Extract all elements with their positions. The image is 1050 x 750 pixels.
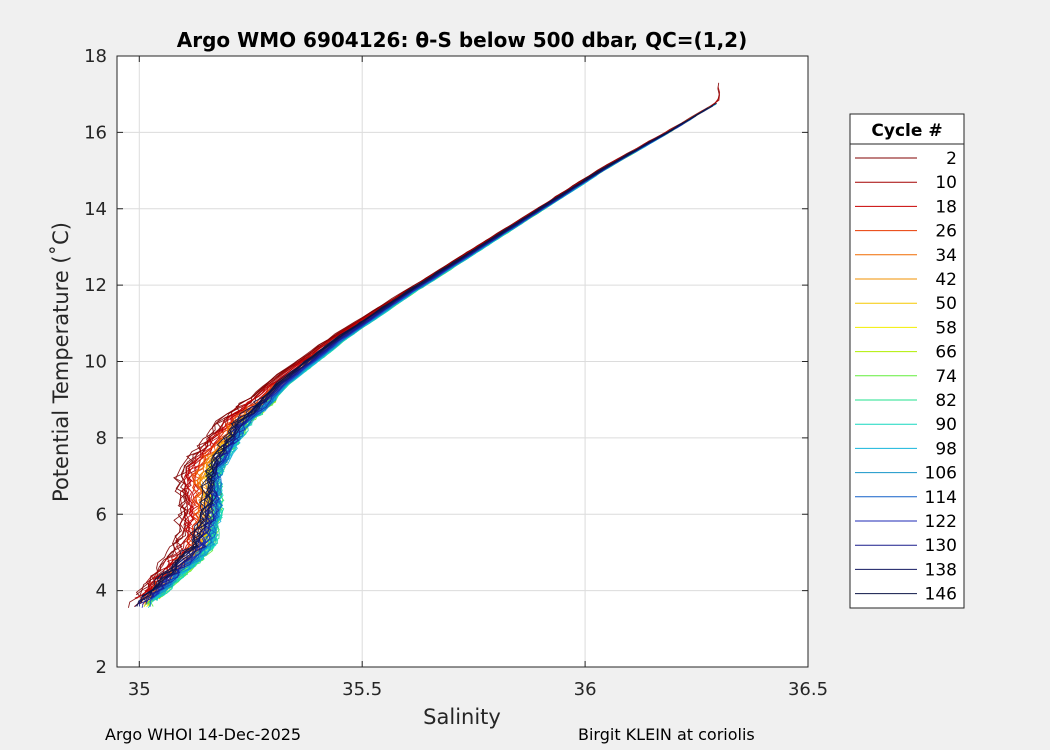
x-tick-label: 36.5	[788, 679, 828, 700]
y-tick-label: 18	[84, 46, 107, 67]
legend-items: 2 10 18 26 34 42 50 58 66 74 82 90 98 106 114 122 130 138…	[855, 149, 957, 605]
profile-line-cycle-146	[136, 107, 709, 607]
y-tick-label: 10	[84, 352, 107, 373]
y-tick-label: 6	[96, 504, 107, 525]
legend-label-114: 114	[925, 488, 957, 508]
legend-box	[849, 113, 965, 609]
x-axis-ticks: 35 35.5 36 36.5	[128, 56, 828, 700]
legend-label-146: 146	[925, 585, 957, 605]
legend-title: Cycle #	[871, 121, 942, 141]
x-axis-label: Salinity	[423, 705, 501, 729]
x-tick-label: 36	[574, 679, 597, 700]
legend-label-34: 34	[935, 246, 957, 266]
legend-label-90: 90	[935, 415, 957, 435]
legend-label-82: 82	[935, 391, 957, 411]
legend-label-42: 42	[935, 270, 957, 290]
legend-label-130: 130	[925, 536, 957, 556]
y-tick-label: 2	[96, 657, 107, 678]
footer-left: Argo WHOI 14-Dec-2025	[105, 725, 301, 744]
legend-label-66: 66	[935, 343, 957, 363]
legend-label-58: 58	[935, 318, 957, 338]
legend-label-138: 138	[925, 560, 957, 580]
y-tick-label: 8	[96, 428, 107, 449]
legend-label-18: 18	[935, 197, 957, 217]
y-tick-label: 4	[96, 581, 107, 602]
legend: Cycle # 2 10 18 26 34 42 50 58 66 74 82 90 98 106 114 1…	[849, 113, 965, 609]
legend-label-50: 50	[935, 294, 957, 314]
legend-label-74: 74	[935, 367, 957, 387]
legend-label-2: 2	[946, 149, 957, 169]
chart-title: Argo WMO 6904126: θ-S below 500 dbar, QC…	[177, 28, 747, 52]
y-tick-label: 14	[84, 199, 107, 220]
legend-label-10: 10	[935, 173, 957, 193]
y-axis-label: Potential Temperature (˚C)	[49, 222, 73, 502]
footer-right: Birgit KLEIN at coriolis	[578, 725, 755, 744]
y-tick-label: 16	[84, 122, 107, 143]
x-tick-label: 35	[128, 679, 151, 700]
legend-label-98: 98	[935, 439, 957, 459]
profile-line-cycle-146	[142, 126, 678, 597]
legend-label-106: 106	[925, 464, 957, 484]
legend-label-122: 122	[925, 512, 957, 532]
legend-label-26: 26	[935, 222, 957, 242]
y-tick-label: 12	[84, 275, 107, 296]
profile-lines	[127, 82, 721, 608]
x-tick-label: 35.5	[342, 679, 382, 700]
y-axis-ticks: 2 4 6 8 10 12 14 16 18	[84, 46, 808, 678]
